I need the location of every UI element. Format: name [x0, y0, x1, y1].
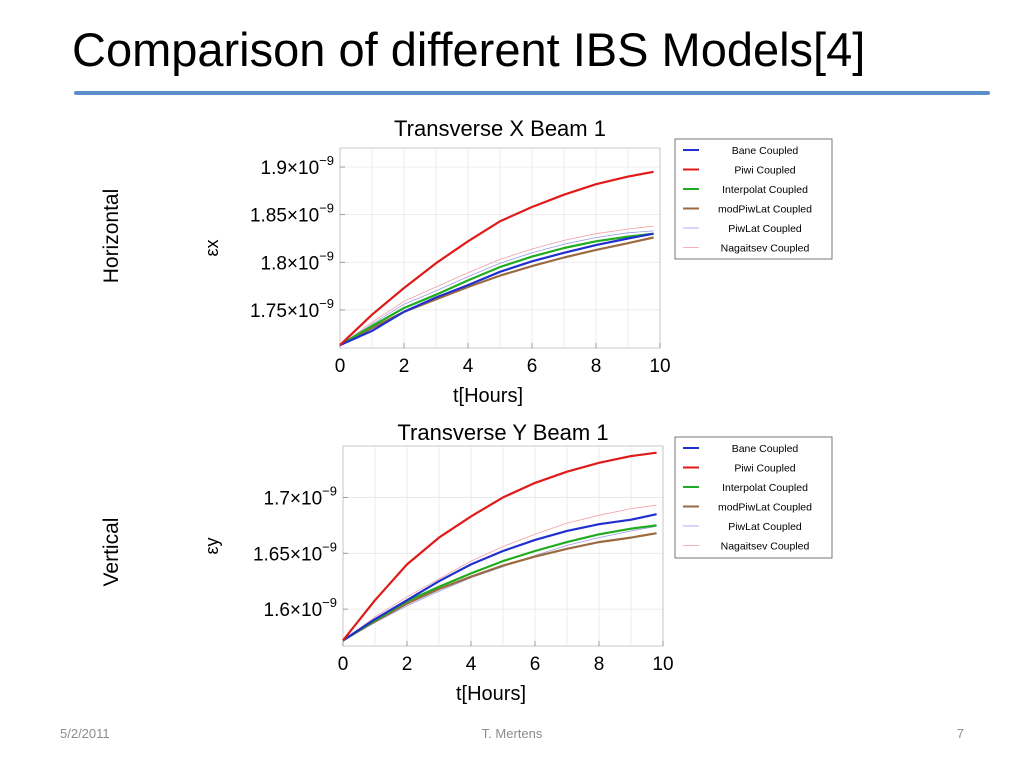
footer-date: 5/2/2011 [60, 726, 110, 741]
legend-label: Nagaitsev Coupled [721, 243, 810, 255]
legend-label: Interpolat Coupled [722, 184, 808, 196]
chart-title: Transverse Y Beam 1 [397, 420, 608, 445]
x-tick-label: 2 [399, 356, 410, 377]
x-tick-label: 0 [335, 356, 346, 377]
chart-title: Transverse X Beam 1 [394, 116, 606, 141]
y-tick-label: 1.7×10−9 [264, 483, 337, 509]
legend-label: Nagaitsev Coupled [721, 541, 810, 553]
legend-label: Interpolat Coupled [722, 482, 808, 494]
series-line-nagaitsev-coupled [342, 504, 657, 641]
legend-box [674, 436, 833, 559]
slide-title: Comparison of different IBS Models[4] [72, 23, 866, 76]
series-line-piwi-coupled [339, 170, 654, 346]
row-label: Horizontal [100, 189, 123, 284]
y-tick-label: 1.85×10−9 [250, 201, 334, 227]
legend: Bane Coupled Piwi Coupled Interpolat Coupl… [674, 138, 833, 260]
x-axis-label: t[Hours] [453, 385, 523, 407]
chart-transverse-y: Vertical Transverse Y Beam 1 0 2 4 6 8 10 1.6×10… [100, 420, 833, 705]
x-axis-label: t[Hours] [456, 683, 526, 705]
legend-label: PiwLat Coupled [728, 521, 802, 533]
legend-label: Piwi Coupled [734, 463, 795, 475]
legend-label: modPiwLat Coupled [718, 502, 812, 514]
row-label: Vertical [100, 518, 123, 587]
series-line-piwi-coupled [342, 451, 657, 642]
x-tick-label: 10 [649, 356, 670, 377]
legend-label: PiwLat Coupled [728, 223, 802, 235]
series-line-bane-coupled [342, 513, 657, 642]
y-axis-label: εx [202, 239, 222, 256]
title-underline [74, 91, 990, 95]
x-tick-label: 0 [338, 654, 349, 675]
x-tick-label: 4 [466, 654, 477, 675]
y-axis-label: εy [202, 537, 222, 554]
series-line-nagaitsev-coupled [339, 225, 654, 346]
series-line-modpiwlat-coupled [339, 236, 654, 347]
y-tick-label: 1.9×10−9 [261, 153, 334, 179]
y-tick-label: 1.65×10−9 [253, 539, 337, 565]
series-line-interpolat-coupled [339, 232, 654, 347]
x-tick-label: 8 [594, 654, 605, 675]
grid [342, 446, 664, 646]
plot-frame [339, 147, 661, 349]
x-tick-label: 6 [530, 654, 541, 675]
legend-label: Bane Coupled [732, 145, 799, 157]
y-tick-label: 1.6×10−9 [264, 595, 337, 621]
x-tick-label: 6 [527, 356, 538, 377]
series-line-modpiwlat-coupled [342, 532, 657, 642]
y-tick-label: 1.8×10−9 [261, 248, 334, 274]
legend-label: Bane Coupled [732, 443, 799, 455]
series-line-bane-coupled [339, 232, 654, 347]
series-line-piwlat-coupled [339, 230, 654, 346]
footer-page-number: 7 [956, 726, 964, 741]
legend-label: Piwi Coupled [734, 165, 795, 177]
x-tick-label: 4 [463, 356, 474, 377]
x-tick-label: 8 [591, 356, 602, 377]
x-tick-label: 2 [402, 654, 413, 675]
legend-box [674, 138, 833, 260]
legend-label: modPiwLat Coupled [718, 204, 812, 216]
y-tick-label: 1.75×10−9 [250, 296, 334, 322]
footer-author: T. Mertens [481, 726, 543, 741]
chart-transverse-x: Horizontal Transverse X Beam 1 0 2 4 6 8 10 1.75… [100, 116, 833, 407]
plot-frame [342, 445, 664, 647]
x-tick-label: 10 [652, 654, 673, 675]
legend: Bane Coupled Piwi Coupled Interpolat Coupl… [674, 436, 833, 559]
